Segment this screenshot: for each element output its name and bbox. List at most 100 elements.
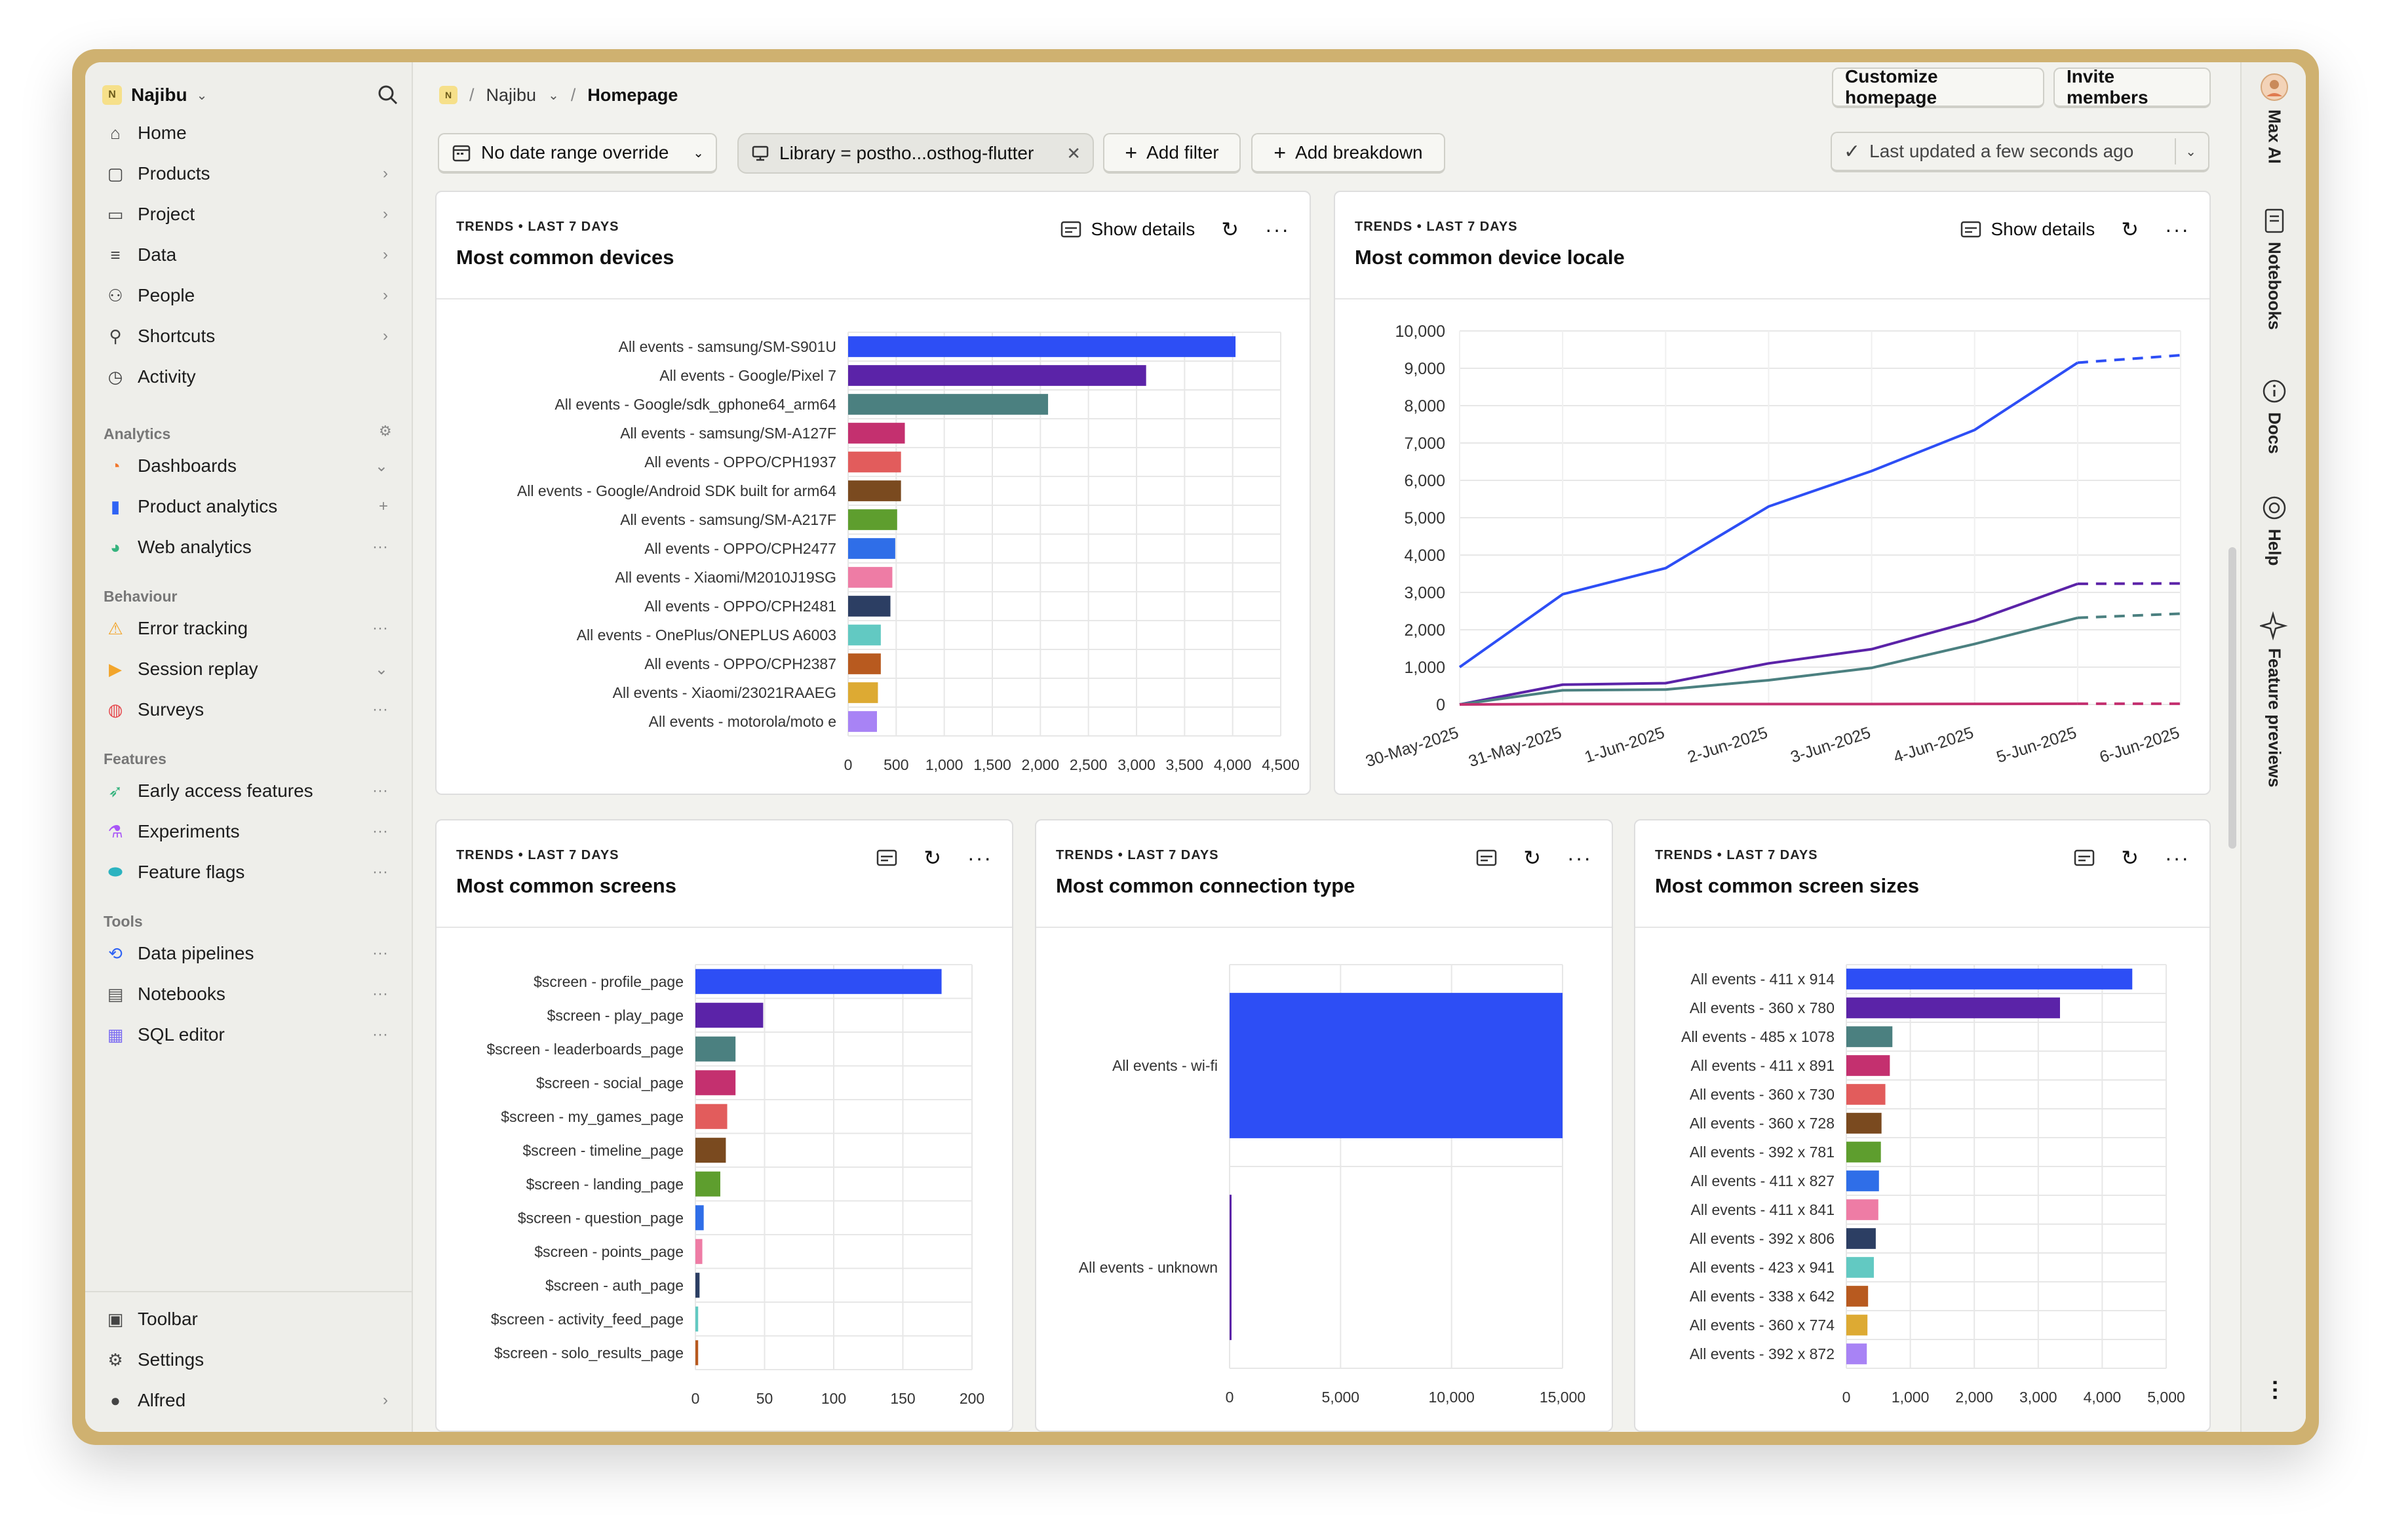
card-title[interactable]: Most common device locale [1355, 246, 1625, 269]
sidebar-item-experiments[interactable]: ⚗ Experiments ··· [97, 813, 400, 850]
add-filter-button[interactable]: + Add filter [1103, 133, 1241, 174]
bar [695, 1239, 703, 1264]
sidebar-item-settings[interactable]: ⚙ Settings [97, 1341, 400, 1378]
rail-docs[interactable]: Docs [2242, 378, 2306, 454]
chevron-down-icon[interactable]: ⌄ [2185, 144, 2196, 159]
more-icon[interactable]: ··· [372, 619, 388, 637]
details-icon[interactable] [1476, 849, 1497, 867]
last-updated-button[interactable]: ✓ Last updated a few seconds ago ⌄ [1831, 132, 2209, 172]
refresh-icon[interactable]: ↻ [1523, 846, 1542, 870]
card-title[interactable]: Most common connection type [1056, 874, 1355, 897]
more-icon[interactable]: ··· [1265, 217, 1290, 241]
sidebar-item-sql-editor[interactable]: ▦ SQL editor ··· [97, 1016, 400, 1053]
bar [848, 596, 891, 617]
sidebar-item-dashboards[interactable]: ◔ Dashboards ⌄ [97, 448, 400, 484]
sidebar-item-home[interactable]: ⌂ Home [97, 115, 400, 151]
rail-max-ai[interactable]: Max AI [2242, 73, 2306, 164]
rail-feature-previews[interactable]: Feature previews [2242, 611, 2306, 787]
more-icon[interactable]: ··· [372, 944, 388, 962]
category-label: All events - Google/Pixel 7 [659, 367, 836, 384]
more-icon[interactable]: ··· [967, 845, 992, 870]
chevron-down-icon[interactable]: ⌄ [374, 457, 388, 475]
sidebar-item-error-tracking[interactable]: ⚠ Error tracking ··· [97, 610, 400, 647]
sidebar-item-product-analytics[interactable]: ▮ Product analytics + [97, 488, 400, 525]
chevron-right-icon[interactable]: › [383, 246, 388, 263]
sidebar-item-toolbar[interactable]: ▣ Toolbar [97, 1301, 400, 1338]
workspace-switcher[interactable]: N Najibu ⌄ [102, 77, 207, 113]
show-details-button[interactable]: Show details [1060, 219, 1195, 240]
chevron-right-icon[interactable]: › [383, 1391, 388, 1409]
details-icon[interactable] [876, 849, 897, 867]
sidebar-item-activity[interactable]: ◷ Activity [97, 358, 400, 395]
rail-notebooks[interactable]: Notebooks [2242, 208, 2306, 330]
search-icon[interactable] [375, 82, 401, 108]
card-title[interactable]: Most common screen sizes [1655, 874, 1920, 897]
bar [695, 1205, 704, 1231]
sidebar-item-shortcuts[interactable]: ⚲ Shortcuts › [97, 318, 400, 355]
bar [1846, 1113, 1882, 1134]
sidebar-item-data[interactable]: ≡ Data › [97, 237, 400, 273]
more-icon[interactable]: ··· [372, 985, 388, 1003]
category-label: $screen - profile_page [534, 973, 684, 990]
refresh-icon[interactable]: ↻ [1221, 218, 1239, 241]
sidebar-item-data-pipelines[interactable]: ⟲ Data pipelines ··· [97, 935, 400, 972]
more-icon[interactable]: ··· [372, 822, 388, 840]
card-title[interactable]: Most common devices [456, 246, 674, 269]
category-label: $screen - my_games_page [501, 1108, 684, 1125]
sidebar-item-project[interactable]: ▭ Project › [97, 196, 400, 233]
date-range-select[interactable]: No date range override ⌄ [438, 133, 717, 174]
more-icon[interactable]: ··· [1567, 845, 1592, 870]
sidebar-item-session-replay[interactable]: ▶ Session replay ⌄ [97, 651, 400, 687]
more-icon[interactable]: ··· [372, 782, 388, 799]
home-icon: ⌂ [110, 123, 121, 143]
plus-icon[interactable]: + [378, 497, 388, 515]
refresh-icon[interactable]: ↻ [2121, 846, 2139, 870]
bar [848, 452, 901, 472]
sidebar-item-people[interactable]: ⚇ People › [97, 277, 400, 314]
sidebar-item-label: People [138, 285, 195, 305]
y-tick-label: 9,000 [1404, 360, 1445, 378]
breadcrumb-workspace[interactable]: Najibu [486, 85, 537, 105]
more-icon[interactable]: ··· [2165, 217, 2190, 241]
refresh-icon[interactable]: ↻ [923, 846, 942, 870]
library-filter-chip[interactable]: Library = postho...osthog-flutter ✕ [737, 133, 1094, 174]
x-tick-label: 2,000 [1022, 756, 1060, 773]
chevron-right-icon[interactable]: › [383, 327, 388, 345]
category-label: All events - OPPO/CPH2477 [644, 540, 836, 557]
chevron-down-icon[interactable]: ⌄ [374, 660, 388, 678]
sidebar-item-products[interactable]: ▢ Products › [97, 155, 400, 192]
chevron-right-icon[interactable]: › [383, 286, 388, 304]
sidebar-item-surveys[interactable]: ◍ Surveys ··· [97, 691, 400, 728]
y-tick-label: 4,000 [1404, 547, 1445, 565]
customize-homepage-button[interactable]: Customize homepage [1832, 66, 2044, 108]
category-label: All events - 360 x 728 [1690, 1115, 1835, 1132]
add-breakdown-button[interactable]: + Add breakdown [1251, 133, 1445, 174]
refresh-icon[interactable]: ↻ [2121, 218, 2139, 241]
chevron-right-icon[interactable]: › [383, 205, 388, 223]
invite-members-button[interactable]: Invite members [2053, 66, 2211, 108]
x-tick-label: 5,000 [2147, 1389, 2185, 1406]
sidebar-item-early-access-features[interactable]: ➶ Early access features ··· [97, 773, 400, 809]
more-icon[interactable]: ··· [372, 701, 388, 718]
sidebar-item-notebooks[interactable]: ▤ Notebooks ··· [97, 976, 400, 1012]
chevron-right-icon[interactable]: › [383, 164, 388, 182]
category-label: All events - 411 x 841 [1691, 1201, 1835, 1218]
show-details-button[interactable]: Show details [1960, 219, 2095, 240]
close-icon[interactable]: ✕ [1066, 143, 1081, 163]
details-icon[interactable] [2074, 849, 2095, 867]
sidebar-item-alfred[interactable]: ● Alfred › [97, 1382, 400, 1419]
more-icon[interactable]: ··· [2165, 845, 2190, 870]
more-icon[interactable]: ··· [372, 538, 388, 556]
sidebar-item-web-analytics[interactable]: ◕ Web analytics ··· [97, 529, 400, 566]
more-icon[interactable]: ··· [372, 1026, 388, 1043]
card-title[interactable]: Most common screens [456, 874, 676, 897]
chevron-down-icon[interactable]: ⌄ [548, 88, 559, 103]
main-scrollbar[interactable] [2228, 547, 2236, 849]
sidebar-item-feature-flags[interactable]: ⬬ Feature flags ··· [97, 854, 400, 891]
more-icon[interactable]: ··· [372, 863, 388, 881]
rail-more-button[interactable]: ··· [2242, 1379, 2306, 1402]
category-label: All events - 338 x 642 [1690, 1288, 1835, 1305]
rail-label: Docs [2265, 412, 2285, 454]
rail-help[interactable]: Help [2242, 495, 2306, 566]
settings-icon[interactable]: ⚙ [379, 423, 392, 439]
